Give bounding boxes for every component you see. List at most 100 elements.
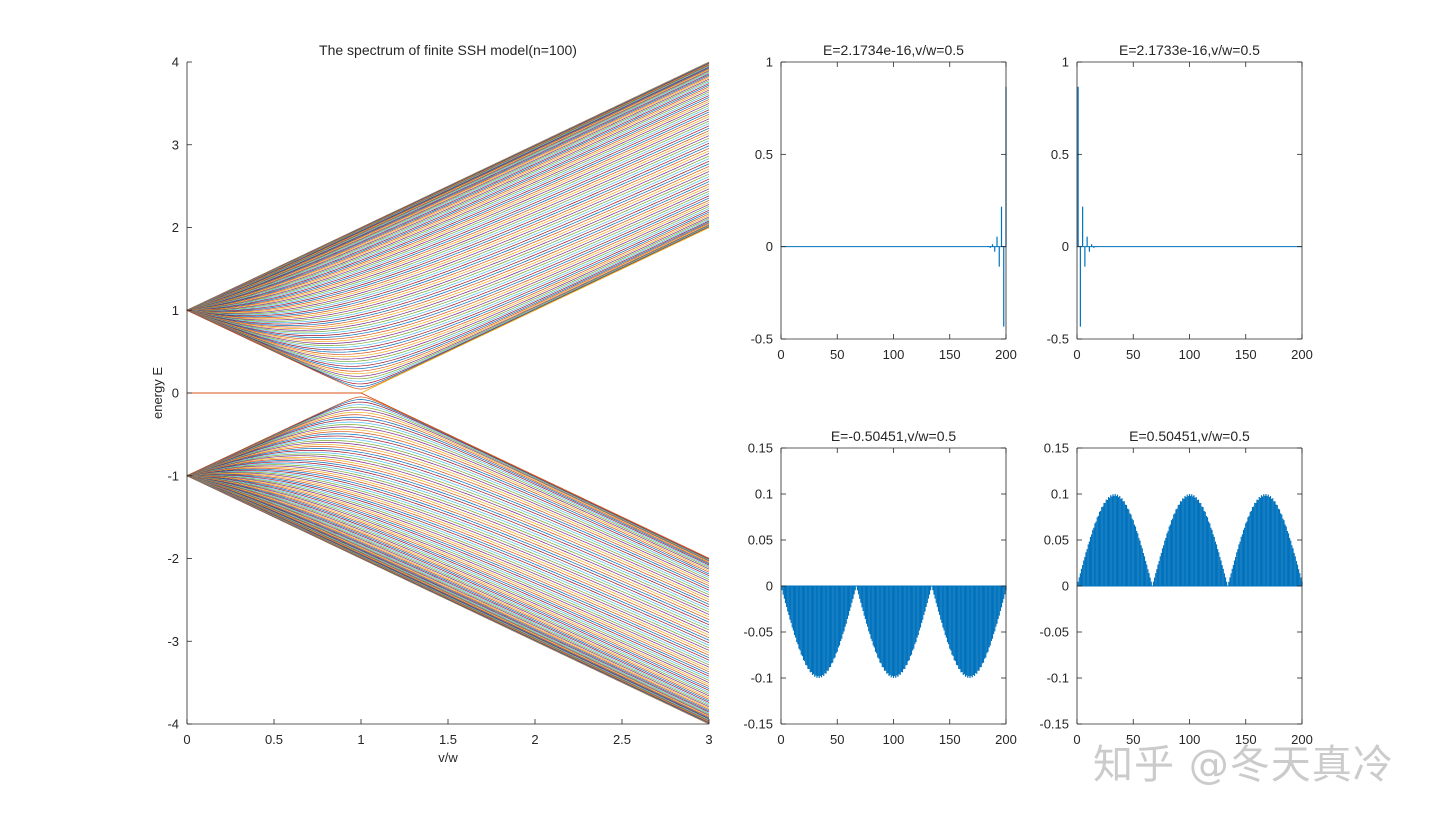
lower-band-line (186, 424, 710, 568)
lower-band-line (186, 451, 710, 593)
x-tick-label: 200 (995, 732, 1017, 747)
lower-band-line (186, 475, 710, 683)
upper-band-line (186, 219, 710, 365)
upper-band-line (186, 145, 710, 312)
lower-band-line (186, 442, 710, 582)
lower-band-line (186, 475, 710, 666)
lower-band-line (186, 475, 710, 693)
upper-band-line (186, 176, 710, 324)
x-tick-label: 50 (1126, 347, 1140, 362)
upper-band-line (186, 107, 710, 311)
x-tick-label: 2.5 (613, 732, 631, 747)
lower-band-line (186, 475, 710, 716)
lower-band-line (186, 409, 710, 562)
upper-band-line (186, 211, 710, 353)
lower-band-line (186, 470, 710, 628)
upper-band-line (186, 183, 710, 328)
lower-band-line (186, 475, 710, 689)
y-tick-label: 0.15 (1044, 441, 1069, 456)
x-tick-label: 50 (830, 732, 844, 747)
upper-band-line (186, 89, 710, 311)
upper-band-line (186, 160, 710, 317)
upper-band-line (186, 181, 710, 326)
upper-band-line (186, 73, 710, 311)
lower-band-line (186, 435, 710, 577)
lower-band-line (186, 475, 710, 717)
lower-band-line (186, 440, 710, 580)
upper-band-line (186, 93, 710, 311)
upper-band-line (186, 209, 710, 351)
lower-band-line (186, 468, 710, 623)
lower-band-line (186, 475, 710, 703)
lower-band-line (186, 475, 710, 719)
x-tick-label: 150 (1235, 347, 1257, 362)
upper-band-line (186, 166, 710, 319)
upper-band-line (186, 132, 710, 311)
lower-band-line (186, 456, 710, 600)
plot-title: E=-0.50451,v/w=0.5 (831, 428, 957, 444)
upper-band-line (186, 71, 710, 311)
upper-band-line (186, 186, 710, 330)
y-tick-label: 0 (1062, 239, 1069, 254)
plot-title: E=0.50451,v/w=0.5 (1129, 428, 1250, 444)
upper-band-line (186, 193, 710, 335)
upper-band-line (186, 81, 710, 311)
lower-band-line (186, 474, 710, 641)
upper-band-line (186, 69, 710, 311)
upper-band-line (186, 86, 710, 311)
upper-band-line (186, 213, 710, 355)
y-tick-label: 0 (766, 239, 773, 254)
lower-band-line (186, 406, 710, 561)
upper-band-line (186, 171, 710, 321)
lower-band-line (186, 450, 710, 591)
lower-band-line (186, 475, 710, 687)
y-tick-label: 0 (766, 579, 773, 594)
upper-band-line (186, 83, 710, 311)
lower-band-line (186, 471, 710, 631)
spectrum-plot: 0 0.5 1 1.5 2 2.5 3 -4 -3 -2 -1 0 1 2 3 4 The spectrum o… (150, 42, 713, 765)
upper-band-line (186, 223, 710, 375)
x-tick-label: 2 (531, 732, 538, 747)
y-tick-label: 0 (172, 386, 179, 401)
x-tick-label: 0 (1073, 347, 1080, 362)
lower-band-line (186, 453, 710, 596)
plot-title: The spectrum of finite SSH model(n=100) (319, 42, 577, 58)
upper-band-line (186, 91, 710, 311)
upper-band-line (186, 225, 710, 380)
upper-band-line (186, 103, 710, 311)
upper-band-line (186, 220, 710, 367)
upper-band-line (186, 80, 710, 311)
y-tick-label: 0.05 (748, 533, 773, 548)
lower-band-line (186, 455, 710, 598)
y-tick-label: 1 (172, 303, 179, 318)
plot-title: E=2.1734e-16,v/w=0.5 (823, 42, 964, 58)
upper-band-line (186, 173, 710, 322)
x-tick-label: 1.5 (439, 732, 457, 747)
upper-band-line (186, 113, 710, 311)
bulk-state-positive-plot: 0 50 100 150 200 -0.15 -0.1 -0.05 0 0.05 0.1 0.15 E=… (1039, 428, 1312, 747)
y-tick-label: 2 (172, 220, 179, 235)
upper-band-line (186, 76, 710, 311)
y-tick-label: -0.5 (1047, 332, 1069, 347)
y-tick-label: 0.5 (755, 147, 773, 162)
y-tick-label: 0.1 (1051, 487, 1069, 502)
y-tick-label: -3 (167, 634, 179, 649)
upper-band-line (186, 140, 710, 312)
upper-band-line (186, 120, 710, 311)
lower-band-line (186, 475, 710, 656)
x-tick-label: 50 (1126, 732, 1140, 747)
x-tick-label: 150 (939, 732, 961, 747)
x-tick-label: 150 (939, 347, 961, 362)
y-tick-label: 1 (766, 55, 773, 70)
lower-band-line (186, 475, 710, 649)
upper-band-line (186, 125, 710, 311)
y-tick-label: 0 (1062, 579, 1069, 594)
upper-band-line (186, 137, 710, 311)
upper-band-line (186, 197, 710, 338)
lower-band-line (186, 473, 710, 638)
lower-band-line (186, 475, 710, 715)
lower-band-line (186, 475, 710, 691)
lower-band-line (186, 437, 710, 578)
lower-band-line (186, 428, 710, 571)
